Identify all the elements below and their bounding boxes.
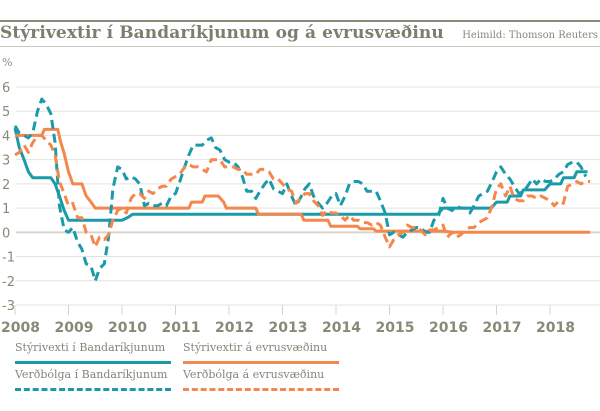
y-tick-label: -3 [2,299,15,314]
series-line-3 [13,97,588,283]
x-tick-label: 2009 [55,320,94,336]
y-tick-label: 4 [2,129,10,144]
legend-swatch-eu-inflation [183,388,339,391]
legend-label-eu-rate: Stýrivextir á evrusvæðinu [183,341,328,354]
y-axis-unit: % [2,56,12,69]
x-tick-label: 2018 [536,320,575,336]
legend-label-us-inflation: Verðbólga í Bandaríkjunum [15,368,168,381]
legend-swatch-us-inflation [15,388,171,391]
y-tick-label: -2 [2,275,15,290]
x-tick-label: 2011 [162,320,201,336]
line-chart: % 6 5 4 3 2 1 0 -1 -2 -3 2008 2009 2010 2011 2012 2013 20… [1,56,600,336]
y-tick-label: 2 [2,178,10,193]
y-tick-label: 0 [2,226,10,241]
series-line-2 [15,127,591,234]
chart-title: Stýrivextir í Bandaríkjunum og á evrusvæ… [0,23,444,43]
y-tick-label: 6 [2,81,10,96]
x-tick-label: 2013 [269,320,308,336]
y-tick-label: 5 [2,105,10,120]
y-tick-label: -1 [2,251,15,266]
x-tick-label: 2012 [215,320,254,336]
x-tick-label: 2016 [429,320,468,336]
series-line-1 [13,127,588,222]
legend-swatch-eu-rate [183,361,339,364]
title-rule [0,46,600,47]
x-tick-label: 2010 [108,320,147,336]
series-line-4 [14,133,591,249]
source-note: Heimild: Thomson Reuters [462,30,598,41]
x-tick-label: 2014 [322,320,361,336]
legend-label-eu-inflation: Verðbólga á evrusvæðinu [183,368,325,381]
x-tick-label: 2015 [376,320,415,336]
legend-label-us-rate: Stýrivexti í Bandaríkjunum [15,341,166,354]
legend-swatch-us-rate [15,361,171,364]
x-tick-label: 2008 [1,320,40,336]
top-rule [0,20,600,22]
y-tick-label: 3 [2,154,10,169]
x-tick-label: 2017 [483,320,522,336]
y-tick-label: 1 [2,202,10,217]
